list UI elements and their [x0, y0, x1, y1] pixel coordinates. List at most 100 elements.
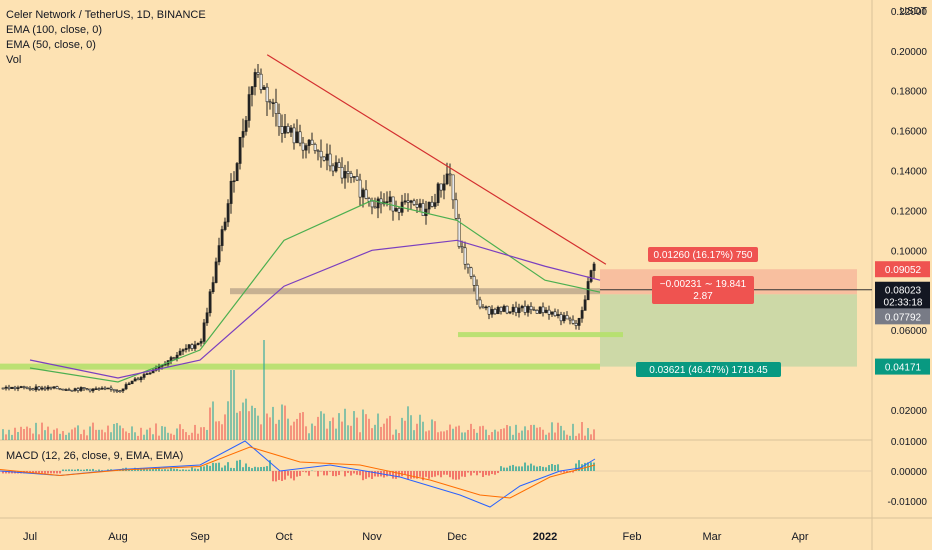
volume-bar: [65, 434, 67, 440]
candle-body: [172, 357, 176, 359]
volume-bar: [104, 432, 106, 440]
macd-histogram-bar: [182, 469, 184, 471]
macd-histogram-bar: [389, 471, 391, 475]
volume-bar: [551, 422, 553, 440]
candle-body: [430, 201, 434, 207]
candle-body: [88, 388, 92, 392]
volume-bar: [125, 431, 127, 440]
volume-bar: [557, 422, 559, 440]
volume-bar: [491, 432, 493, 440]
macd-histogram-bar: [89, 469, 91, 471]
volume-bar: [185, 432, 187, 440]
price-tick-label: 0.12000: [891, 206, 928, 217]
volume-bar: [503, 428, 505, 440]
volume-bar: [188, 435, 190, 440]
symbol-title: Celer Network / TetherUS, 1D, BINANCE: [6, 9, 206, 21]
volume-bar: [59, 433, 61, 440]
volume-bar: [308, 433, 310, 440]
candle-body: [289, 127, 293, 133]
candle-body: [190, 344, 194, 349]
macd-histogram-bar: [560, 471, 562, 473]
candle-body: [109, 387, 113, 390]
candle-body: [493, 309, 497, 315]
candle-body: [571, 319, 575, 324]
candle-body: [373, 206, 377, 209]
macd-histogram-bar: [500, 466, 502, 471]
ema100-line: [29, 239, 601, 379]
macd-histogram-bar: [338, 471, 340, 476]
candle-body: [52, 386, 56, 389]
volume-bar: [317, 416, 319, 440]
volume-bar: [341, 421, 343, 440]
candle-body: [385, 201, 389, 203]
volume-bar: [215, 421, 217, 440]
position-risk-label-bg: [652, 276, 754, 304]
volume-bar: [560, 425, 562, 440]
current-price-tag-bg: [875, 281, 930, 310]
volume-legend: Vol: [6, 54, 22, 66]
macd-histogram-bar: [197, 468, 199, 471]
macd-histogram-bar: [530, 463, 532, 471]
volume-bar: [293, 421, 295, 440]
candle-body: [439, 183, 443, 191]
candle-body: [142, 374, 146, 378]
macd-histogram-bar: [353, 471, 355, 474]
candle-body: [64, 389, 68, 391]
volume-bar: [386, 418, 388, 440]
volume-bar: [140, 427, 142, 440]
candle-body: [529, 306, 533, 310]
volume-bar: [485, 429, 487, 440]
macd-histogram-bar: [254, 466, 256, 471]
candle-body: [178, 350, 182, 356]
candle-body: [433, 202, 437, 207]
macd-histogram-bar: [527, 465, 529, 471]
macd-histogram-bar: [212, 462, 214, 471]
volume-bar: [374, 424, 376, 440]
volume-bar: [446, 430, 448, 440]
macd-histogram-bar: [170, 467, 172, 471]
macd-histogram-bar: [545, 467, 547, 471]
volume-bar: [38, 434, 40, 440]
candle-body: [406, 200, 410, 203]
macd-histogram-bar: [206, 464, 208, 471]
macd-histogram-bar: [302, 471, 304, 472]
macd-histogram-bar: [521, 466, 523, 471]
volume-bar: [44, 430, 46, 440]
volume-bar: [5, 434, 7, 440]
volume-bar: [158, 435, 160, 440]
volume-bar: [527, 430, 529, 440]
candle-body: [589, 270, 593, 282]
volume-bar: [488, 435, 490, 440]
macd-histogram-bar: [506, 467, 508, 471]
candle-body: [37, 386, 41, 390]
support-level-mid: [0, 363, 600, 370]
macd-histogram-bar: [44, 471, 46, 474]
candle-body: [451, 174, 455, 201]
candle-body: [394, 208, 398, 212]
candle-body: [379, 198, 383, 205]
macd-histogram-bar: [392, 471, 394, 479]
macd-histogram-bar: [317, 471, 319, 477]
macd-histogram-bar: [572, 471, 574, 473]
volume-bar: [200, 427, 202, 440]
macd-histogram-bar: [428, 471, 430, 479]
macd-histogram-bar: [92, 468, 94, 471]
candle-body: [238, 136, 242, 164]
candle-body: [352, 176, 356, 178]
candle-body: [577, 318, 581, 326]
candle-body: [427, 201, 431, 210]
candle-body: [535, 310, 539, 314]
macd-histogram-bar: [542, 466, 544, 471]
volume-bar: [389, 415, 391, 440]
macd-histogram-bar: [95, 470, 97, 471]
candle-body: [481, 306, 485, 309]
candle-body: [196, 342, 200, 346]
target-price-tag: 0.09052: [885, 265, 922, 276]
volume-bar: [359, 432, 361, 440]
candle-body: [10, 386, 14, 389]
volume-bar: [572, 423, 574, 440]
volume-bar: [266, 413, 268, 440]
macd-histogram-bar: [287, 471, 289, 476]
